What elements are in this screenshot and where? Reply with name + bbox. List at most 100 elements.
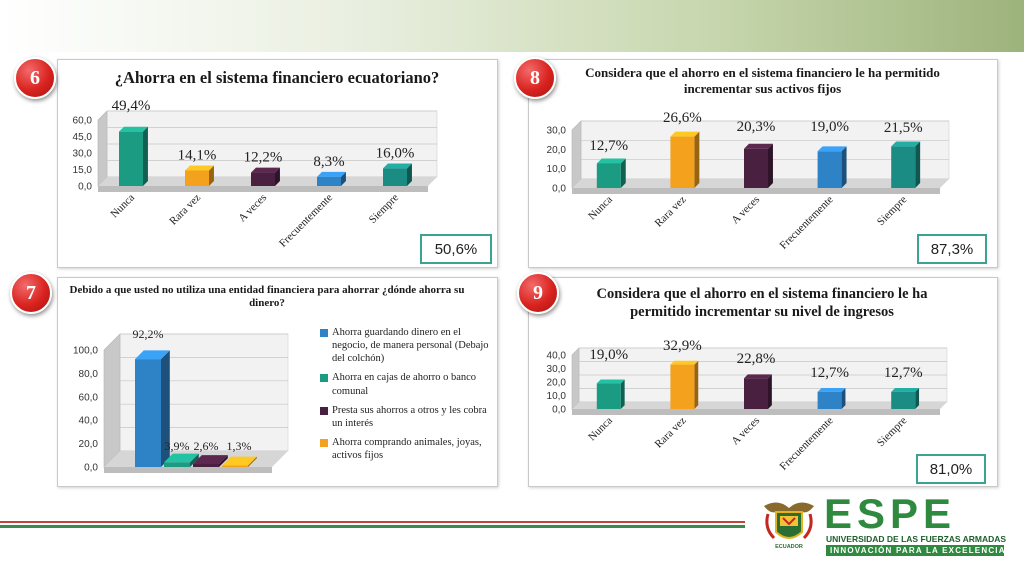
data-label: 12,7% [884, 365, 923, 381]
header-gradient-bar [0, 0, 1024, 52]
chart-title-6: ¿Ahorra en el sistema financiero ecuator… [114, 68, 440, 87]
bar-top [670, 360, 699, 365]
bar-side [190, 453, 199, 467]
legend-swatch-blue [320, 329, 328, 337]
y-tick-label: 20,0 [547, 378, 567, 389]
category-label: Rara vez [653, 194, 689, 230]
espe-crest-logo: ECUADOR [764, 502, 814, 550]
category-label: A veces [729, 194, 762, 227]
chart-side-wall [571, 347, 580, 410]
bar [670, 136, 695, 188]
bar-top [891, 141, 921, 147]
y-tick-label: 60,0 [73, 116, 93, 127]
bar-chart-7: 0,0 20,0 40,0 60,0 80,0 100,0 92,2% 3,9% 2,6% 1,3… [73, 327, 289, 474]
bar [164, 462, 190, 467]
bar [891, 391, 916, 409]
university-name: UNIVERSIDAD DE LAS FUERZAS ARMADAS [826, 534, 1007, 544]
y-tick-label: 40,0 [547, 351, 567, 362]
chart-side-wall [97, 110, 108, 187]
university-tagline-bar [826, 545, 1004, 556]
data-label: 1,3% [227, 439, 252, 453]
question-badge-9: 9 [517, 272, 559, 314]
bar-top [596, 379, 625, 384]
category-label: Siempre [367, 192, 401, 226]
bar [135, 359, 161, 467]
category-label: Frecuentemente [277, 192, 335, 250]
bar [670, 364, 695, 409]
chart-title-7: Debido a que usted no utiliza una entida… [69, 284, 465, 310]
bar [317, 176, 341, 186]
legend-swatch-teal [320, 374, 328, 383]
legend-label: Ahorra comprando animales, joyas, activo… [332, 436, 482, 461]
y-tick-label: 30,0 [547, 364, 567, 375]
category-label: Nunca [586, 194, 615, 223]
bar-side [768, 374, 772, 409]
y-tick-label: 40,0 [79, 416, 99, 427]
data-label: 12,7% [810, 365, 849, 381]
bar-top [135, 350, 170, 360]
data-label: 3,9% [165, 439, 190, 453]
y-tick-label: 30,0 [547, 126, 567, 137]
bar [193, 463, 219, 467]
legend-swatch-orange [320, 438, 328, 447]
data-label: 21,5% [884, 120, 923, 136]
chart-legend-7: Ahorra guardando dinero en el negocio, d… [320, 326, 490, 468]
legend-item: Ahorra comprando animales, joyas, activo… [320, 436, 490, 462]
total-percentage-8: 87,3% [917, 234, 987, 264]
bar [185, 170, 209, 186]
bar-side [841, 388, 846, 409]
bar-top [119, 126, 148, 132]
bar [891, 146, 916, 188]
bar-top [193, 455, 228, 464]
legend-item: Ahorra guardando dinero en el negocio, d… [320, 326, 490, 365]
chart-floor-edge [572, 188, 940, 194]
bar-side [620, 158, 626, 188]
category-label: Nunca [108, 192, 137, 221]
data-label: 20,3% [737, 119, 776, 135]
footer-stripe-red [0, 521, 745, 523]
question-badge-6: 6 [14, 57, 56, 99]
data-label: 12,7% [589, 138, 628, 154]
bar-side [341, 171, 346, 186]
legend-swatch-purple [320, 406, 328, 415]
y-tick-label: 0,0 [552, 405, 566, 416]
data-label: 26,6% [663, 110, 702, 126]
legend-label: Ahorra en cajas de ahorro o banco comuna… [332, 372, 477, 397]
bar-side [694, 131, 700, 188]
y-tick-label: 10,0 [547, 391, 567, 402]
category-label: Nunca [586, 415, 615, 444]
y-tick-label: 30,0 [73, 149, 93, 160]
bar [222, 465, 248, 467]
bar-side [915, 388, 920, 409]
bar-top [222, 456, 257, 466]
y-tick-label: 0,0 [84, 463, 98, 474]
y-tick-label: 20,0 [547, 145, 567, 156]
bar-top [670, 131, 700, 137]
bar [744, 378, 768, 409]
bar-top [383, 163, 412, 169]
data-label: 8,3% [313, 154, 344, 170]
bar [596, 163, 621, 188]
legend-item: Presta sus ahorros a otros y les cobra u… [320, 404, 490, 430]
data-label: 16,0% [376, 145, 415, 161]
bar-top [744, 143, 773, 149]
legend-item: Ahorra en cajas de ahorro o banco comuna… [320, 371, 490, 397]
bar-side [275, 167, 280, 186]
data-label: 49,4% [112, 98, 151, 114]
y-tick-label: 0,0 [78, 182, 92, 193]
bar [119, 131, 143, 186]
bar [817, 151, 842, 188]
y-tick-label: 20,0 [79, 439, 99, 450]
bar-side [768, 143, 773, 188]
legend-label: Ahorra guardando dinero en el negocio, d… [332, 327, 489, 365]
espe-wordmark: ESPE [824, 490, 957, 537]
chart-title-9: Considera que el ahorro en el sistema fi… [596, 286, 928, 320]
bar-top [164, 453, 199, 463]
category-label: Rara vez [167, 192, 203, 228]
bar-top [317, 171, 346, 177]
crest-label: ECUADOR [775, 544, 803, 550]
category-label: Siempre [875, 194, 909, 228]
bar-side [143, 126, 148, 186]
data-label: 92,2% [133, 327, 164, 341]
y-tick-label: 15,0 [73, 165, 93, 176]
